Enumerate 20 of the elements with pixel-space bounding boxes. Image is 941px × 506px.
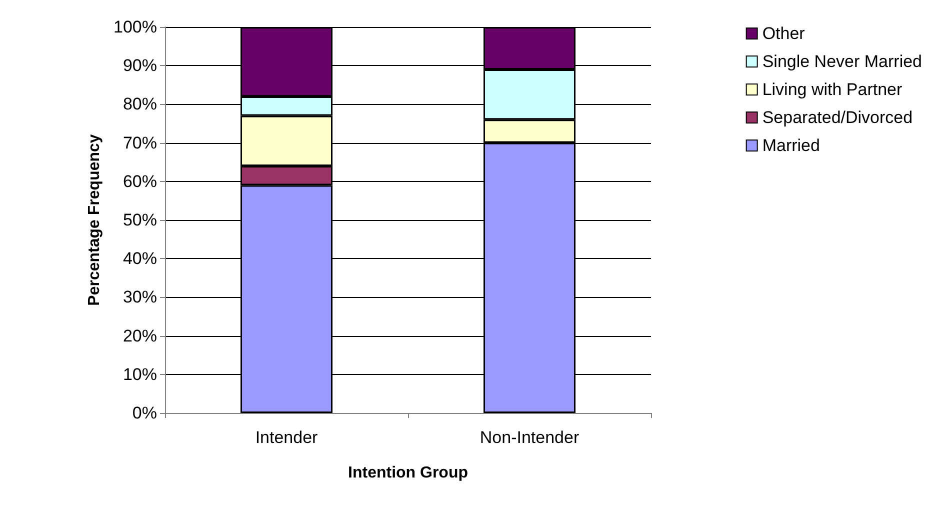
y-tick-label: 30% [122,288,157,307]
y-tick-label: 70% [122,133,157,152]
legend-label: Single Never Married [762,52,922,71]
y-tick-label: 0% [132,404,157,422]
y-tick-label: 20% [122,326,157,346]
legend-label: Married [762,136,820,155]
y-tick-label: 10% [122,364,157,384]
y-tick-label: 40% [122,249,157,268]
x-tick-label: Intender [255,428,318,447]
x-axis-title: Intention Group [348,464,468,482]
y-tick-label: 50% [122,210,157,230]
legend-label: Separated/Divorced [762,108,913,127]
legend-label: Other [762,24,806,43]
y-tick-label: 60% [122,172,157,191]
y-tick-label: 90% [122,56,157,76]
x-tick-label: Non-Intender [480,428,580,447]
y-axis-title: Percentage Frequency [86,134,104,306]
y-tick-label: 80% [122,94,157,114]
legend-label: Living with Partner [762,80,903,99]
y-tick-label: 100% [114,18,157,36]
